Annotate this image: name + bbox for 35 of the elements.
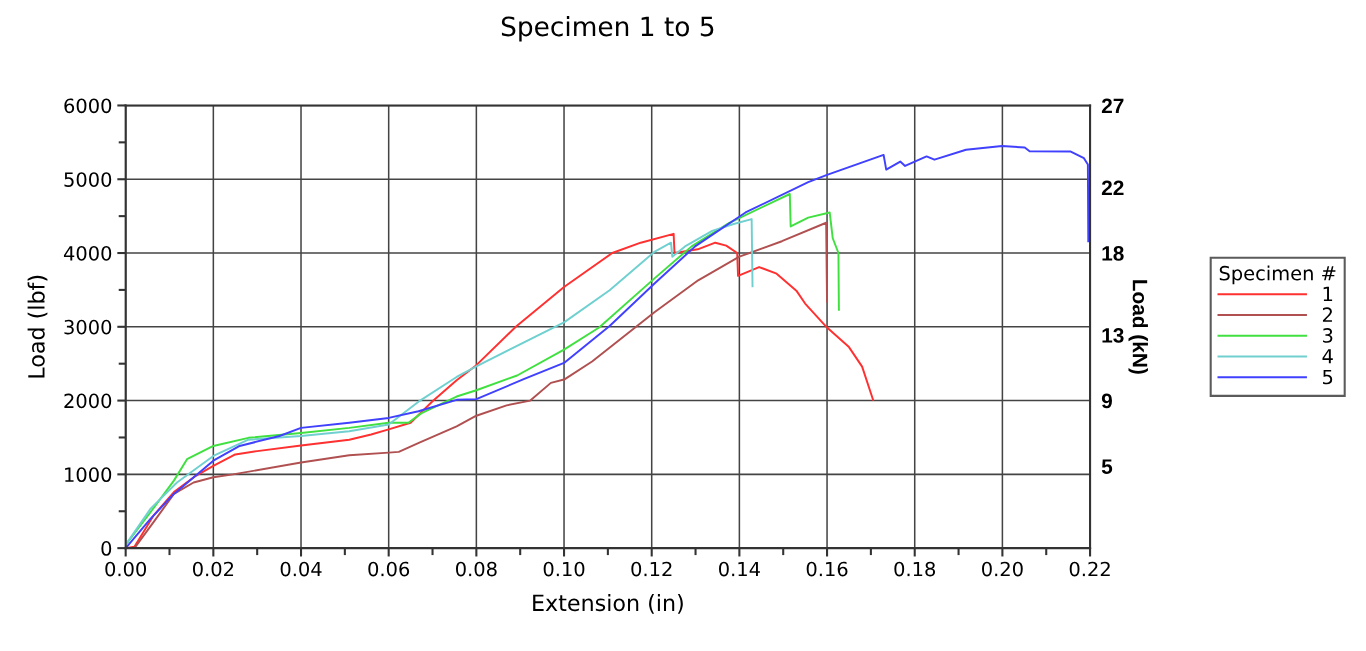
legend-title: Specimen # <box>1219 265 1336 285</box>
y2-tick-label: 27 <box>1101 98 1124 114</box>
x-tick-label: 0.08 <box>456 561 497 577</box>
y2-tick-label: 9 <box>1101 393 1112 409</box>
legend-label: 2 <box>1322 307 1332 322</box>
y2-tick-label: 13 <box>1102 328 1124 343</box>
y-tick-label: 3000 <box>64 319 112 335</box>
x-tick-label: 0.20 <box>982 561 1023 577</box>
x-tick-label: 0.04 <box>280 561 322 577</box>
x-tick-label: 0.12 <box>631 561 672 577</box>
x-tick-label: 0.06 <box>368 561 410 577</box>
x-tick-label: 0.10 <box>543 561 585 577</box>
x-tick-label: 0.22 <box>1069 561 1110 577</box>
y2-tick-label: 5 <box>1101 459 1113 474</box>
y2-tick-label: 22 <box>1101 180 1124 195</box>
y-tick-label: 5000 <box>64 172 112 187</box>
y-tick-label: 1000 <box>65 467 112 483</box>
x-tick-label: 0.16 <box>806 561 848 577</box>
y-tick-label: 4000 <box>63 245 112 261</box>
x-tick-label: 0.14 <box>719 561 760 577</box>
y2-axis-title: Load (kN) <box>1128 280 1148 374</box>
legend-label: 5 <box>1323 369 1333 385</box>
chart-title: Specimen 1 to 5 <box>501 15 714 42</box>
x-tick-label: 0.02 <box>192 561 234 577</box>
y-tick-label: 6000 <box>64 98 112 114</box>
x-tick-label: 0.00 <box>105 561 147 577</box>
legend-label: 3 <box>1323 328 1333 343</box>
y-tick-label: 2000 <box>64 393 112 409</box>
legend-label: 1 <box>1323 286 1333 302</box>
x-tick-label: 0.18 <box>894 561 936 577</box>
y2-tick-label: 18 <box>1102 246 1124 261</box>
legend-label: 4 <box>1322 349 1333 364</box>
y-tick-label: 0 <box>101 541 112 556</box>
x-axis-title: Extension (in) <box>533 594 683 614</box>
y-axis-title: Load (lbf) <box>27 275 48 378</box>
